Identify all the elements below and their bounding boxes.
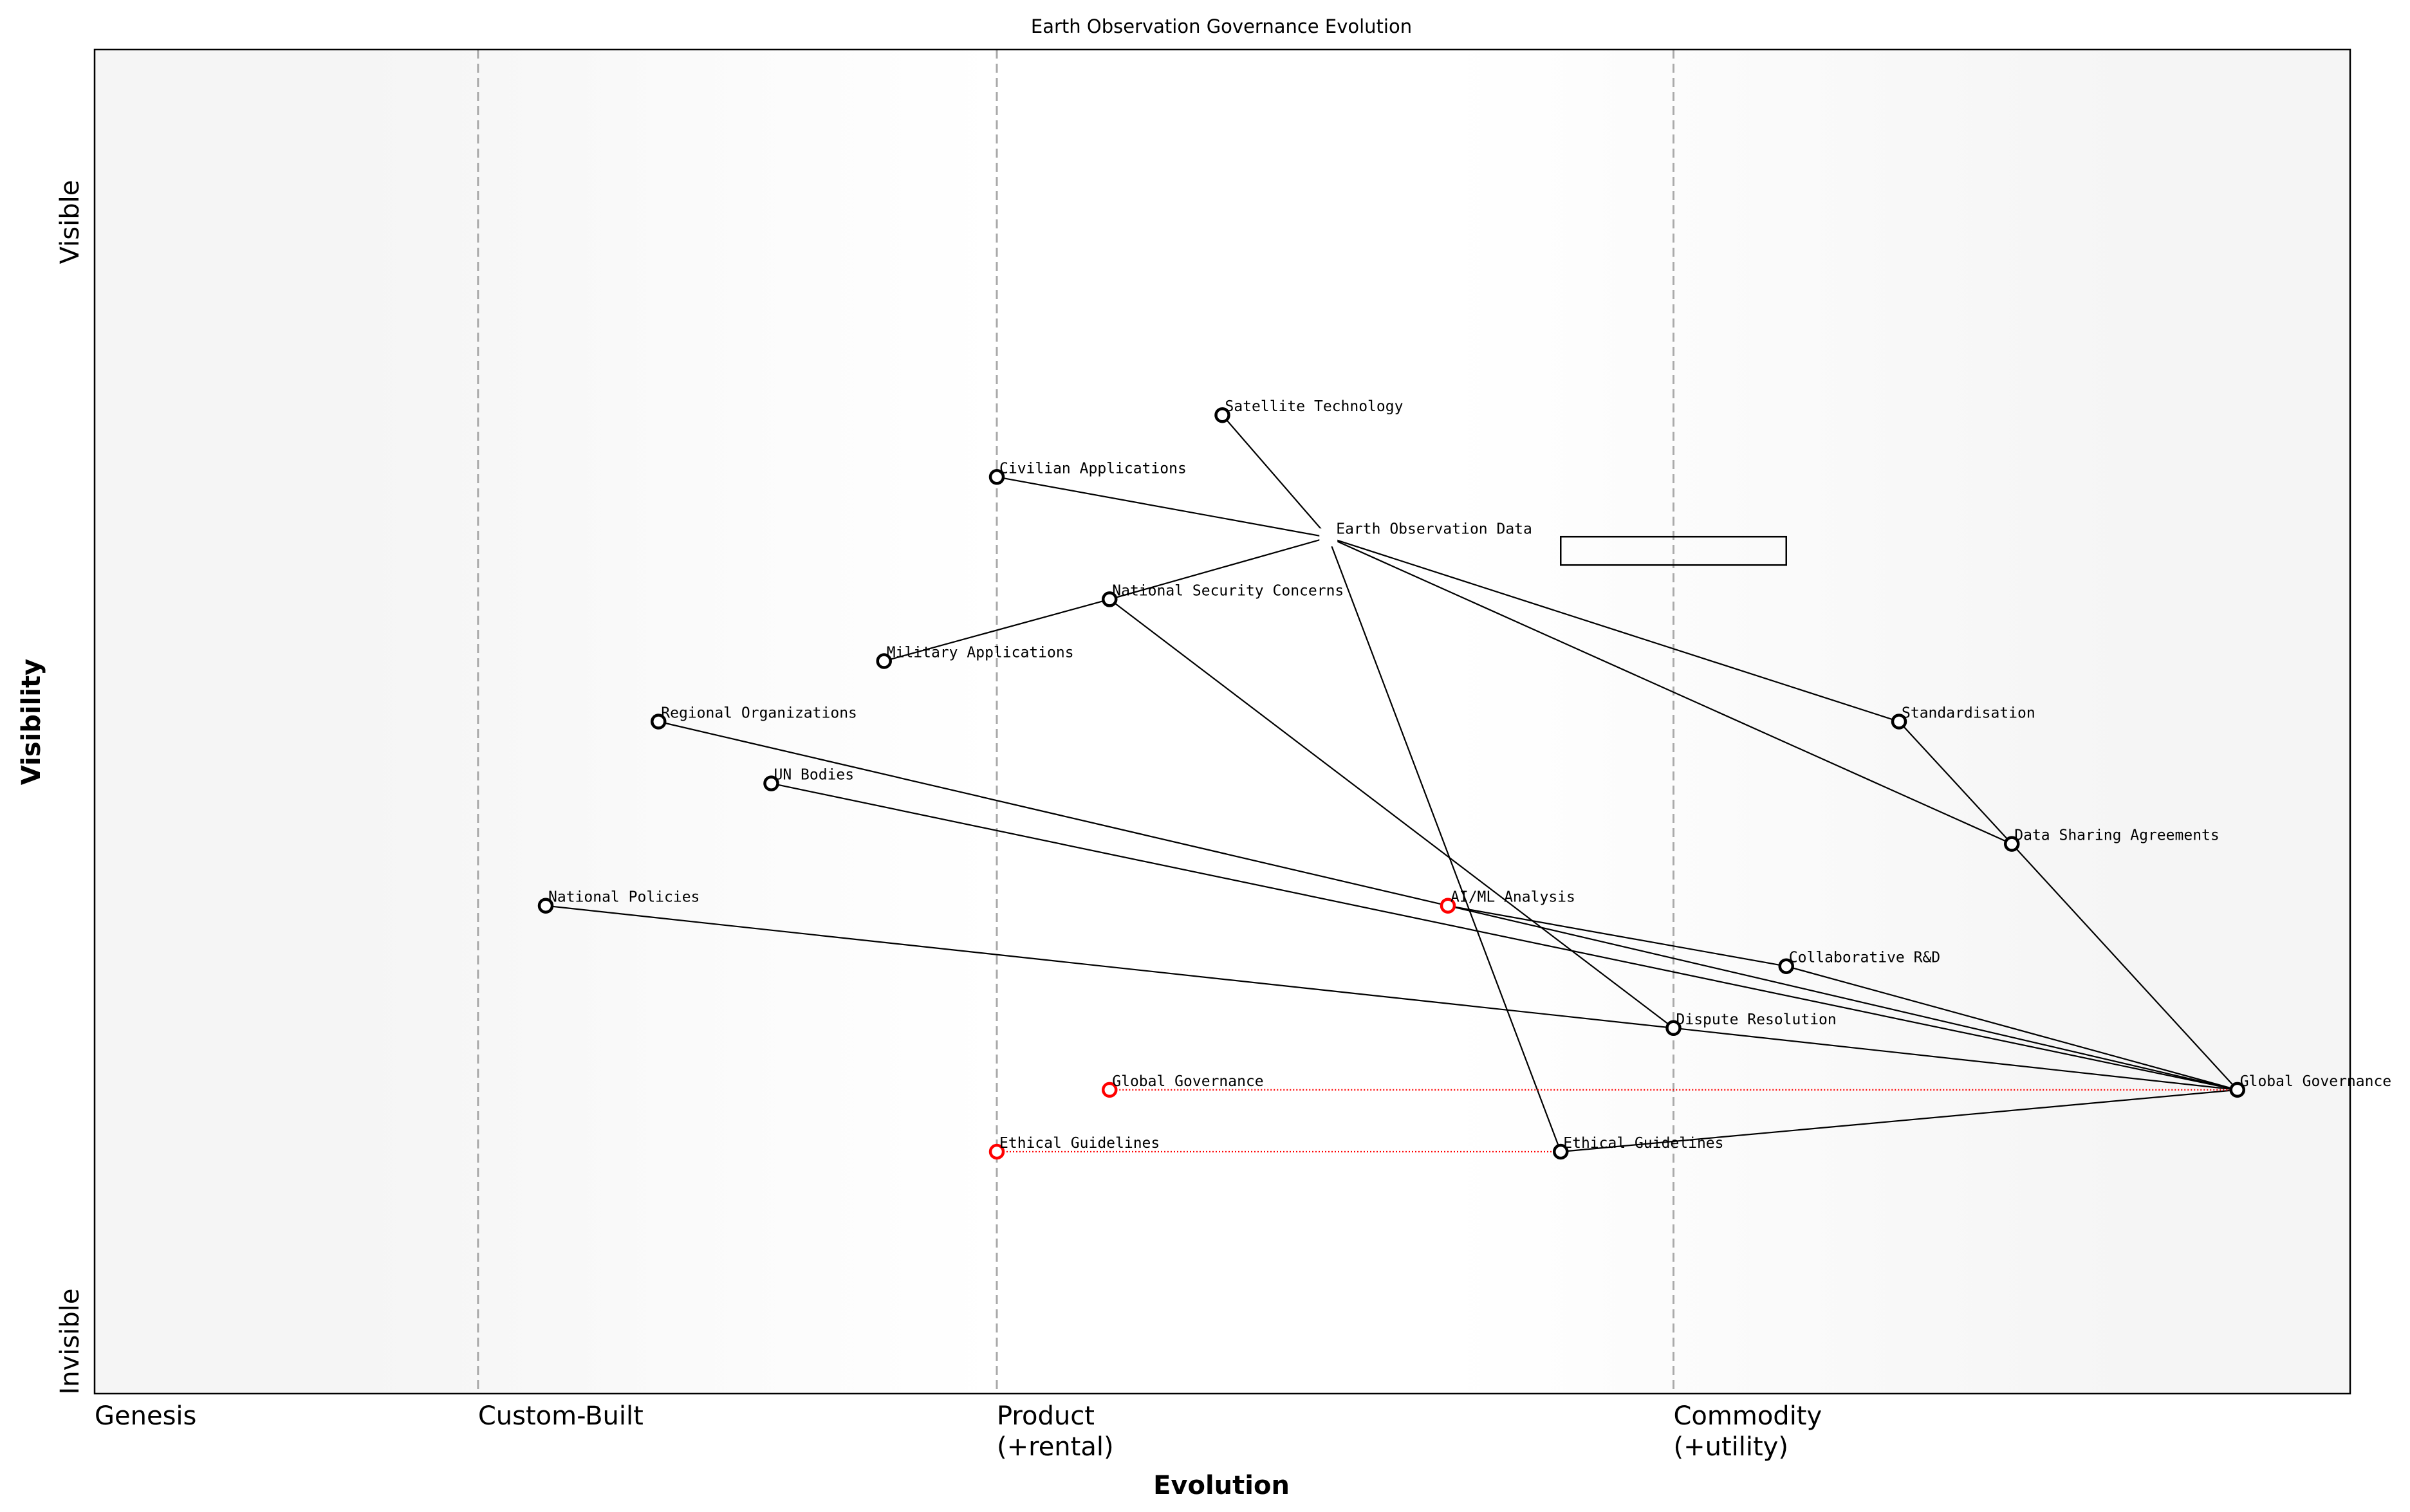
dependency-link bbox=[996, 476, 1329, 539]
y-top-label: Visible bbox=[55, 180, 85, 264]
dependency-link bbox=[1786, 965, 2238, 1091]
y-axis-title: Visibility bbox=[17, 659, 46, 785]
plot-background bbox=[95, 50, 2350, 1394]
component-node[interactable] bbox=[1440, 898, 1456, 914]
dependency-link bbox=[1447, 905, 2238, 1091]
component-label: Ethical Guidelines bbox=[999, 1135, 1160, 1152]
pipeline-box bbox=[1560, 535, 1787, 566]
component-node[interactable] bbox=[1665, 1020, 1682, 1037]
component-label: Ethical Guidelines bbox=[1563, 1135, 1723, 1152]
component-node[interactable] bbox=[1102, 1082, 1118, 1098]
component-label: Satellite Technology bbox=[1225, 398, 1404, 415]
component-label: Dispute Resolution bbox=[1676, 1011, 1837, 1028]
dependency-link bbox=[1109, 537, 1329, 600]
stage-sublabel: (+utility) bbox=[1674, 1432, 1788, 1462]
dependency-link bbox=[545, 905, 1674, 1029]
dependency-link bbox=[1328, 537, 1900, 723]
component-label: National Security Concerns bbox=[1112, 582, 1344, 599]
dependency-link bbox=[1898, 721, 2013, 845]
x-axis-title: Evolution bbox=[1153, 1471, 1290, 1500]
component-label: Collaborative R&D bbox=[1789, 950, 1940, 966]
dependency-link bbox=[1221, 414, 1330, 539]
dependency-link bbox=[1328, 537, 1562, 1152]
component-node[interactable] bbox=[1553, 1143, 1569, 1160]
component-label: Data Sharing Agreements bbox=[2014, 827, 2220, 844]
component-node[interactable] bbox=[2229, 1082, 2245, 1098]
component-node[interactable] bbox=[1891, 714, 1907, 730]
component-label: Military Applications bbox=[887, 644, 1074, 661]
component-node[interactable] bbox=[1102, 591, 1118, 607]
component-label: National Policies bbox=[548, 889, 700, 906]
dependency-link bbox=[2011, 843, 2238, 1091]
component-label: Civilian Applications bbox=[999, 460, 1187, 477]
component-label: Global Governance bbox=[1112, 1073, 1263, 1090]
dependency-link bbox=[1673, 1027, 2238, 1091]
component-node[interactable] bbox=[988, 1143, 1005, 1160]
dependency-link bbox=[771, 782, 2238, 1091]
chart-title: Earth Observation Governance Evolution bbox=[1031, 15, 1412, 37]
component-node[interactable] bbox=[763, 775, 779, 791]
dependency-link bbox=[1447, 905, 1786, 967]
component-node[interactable] bbox=[651, 714, 667, 730]
component-node[interactable] bbox=[1214, 407, 1230, 423]
component-node[interactable] bbox=[1778, 958, 1794, 974]
stage-label: Commodity bbox=[1674, 1401, 1822, 1431]
component-label: Earth Observation Data bbox=[1336, 521, 1532, 537]
dependency-link bbox=[1109, 598, 1674, 1029]
stage-label: Custom-Built bbox=[478, 1401, 644, 1431]
stage-label: Product bbox=[997, 1401, 1095, 1431]
stage-sublabel: (+rental) bbox=[997, 1432, 1114, 1462]
dependency-link bbox=[1561, 1089, 2238, 1153]
component-node[interactable] bbox=[876, 653, 892, 669]
component-label: UN Bodies bbox=[774, 767, 855, 784]
y-bottom-label: Invisible bbox=[55, 1289, 85, 1395]
plot-frame bbox=[93, 48, 2351, 1395]
component-node[interactable] bbox=[537, 898, 554, 914]
dependency-link bbox=[1328, 537, 2012, 845]
component-anchor bbox=[1319, 528, 1338, 547]
component-node[interactable] bbox=[988, 469, 1005, 485]
component-label: Global Governance bbox=[2240, 1073, 2391, 1090]
component-node[interactable] bbox=[2004, 836, 2020, 852]
dependency-link bbox=[658, 721, 1449, 907]
stage-label: Genesis bbox=[95, 1401, 196, 1431]
component-label: AI/ML Analysis bbox=[1451, 889, 1575, 906]
component-label: Standardisation bbox=[1902, 705, 2035, 722]
dependency-link bbox=[884, 598, 1110, 662]
component-label: Regional Organizations bbox=[661, 705, 857, 722]
